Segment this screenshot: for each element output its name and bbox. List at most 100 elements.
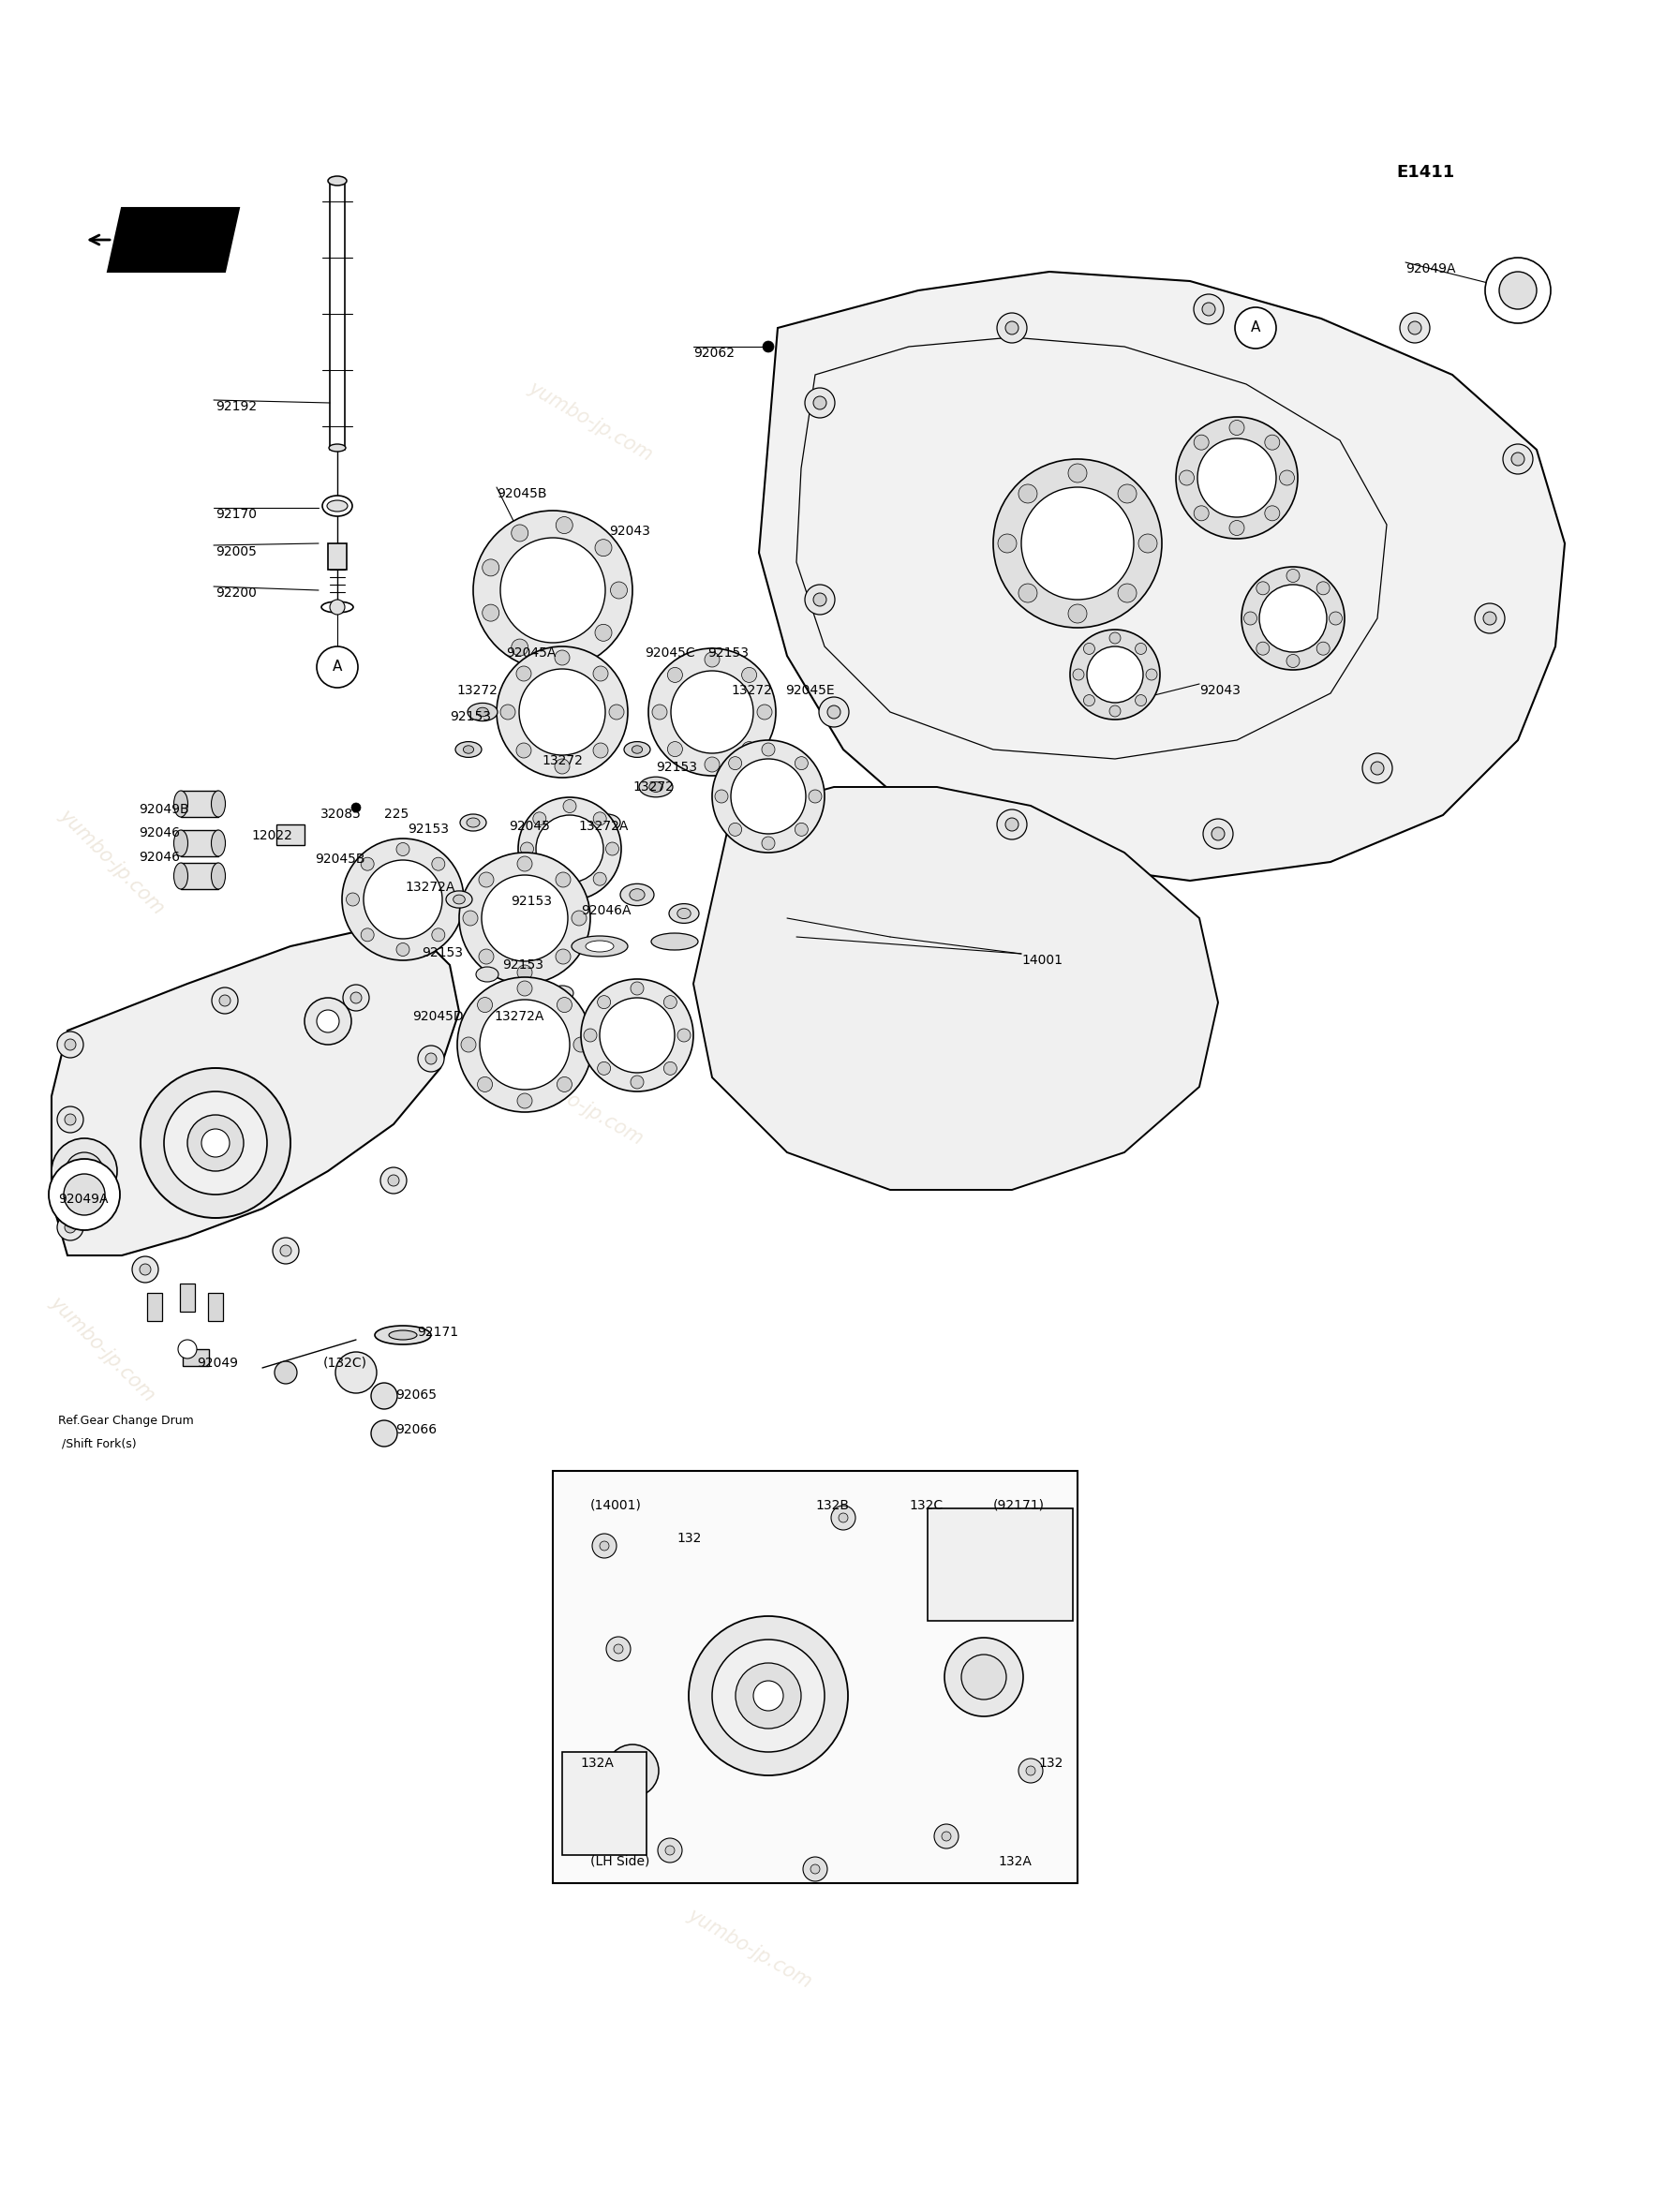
Circle shape bbox=[1230, 521, 1245, 536]
Circle shape bbox=[274, 1362, 297, 1384]
Text: 92049A: 92049A bbox=[59, 1193, 108, 1206]
Circle shape bbox=[533, 813, 546, 826]
Ellipse shape bbox=[375, 1325, 432, 1345]
Circle shape bbox=[795, 824, 808, 837]
Text: 92045: 92045 bbox=[509, 819, 549, 833]
Ellipse shape bbox=[455, 743, 482, 758]
Circle shape bbox=[516, 743, 531, 758]
Circle shape bbox=[1499, 272, 1537, 310]
Circle shape bbox=[536, 815, 603, 883]
Circle shape bbox=[1512, 453, 1524, 466]
Circle shape bbox=[474, 510, 632, 670]
Circle shape bbox=[519, 668, 605, 756]
Circle shape bbox=[371, 1419, 396, 1446]
Circle shape bbox=[1408, 321, 1421, 334]
Ellipse shape bbox=[595, 815, 620, 830]
Text: 92066: 92066 bbox=[395, 1424, 437, 1437]
Circle shape bbox=[729, 824, 743, 837]
Text: Ref.Gear Change Drum: Ref.Gear Change Drum bbox=[59, 1415, 193, 1426]
Circle shape bbox=[432, 857, 445, 870]
Circle shape bbox=[808, 789, 822, 802]
Bar bbox=[328, 543, 346, 569]
Circle shape bbox=[556, 516, 573, 534]
Ellipse shape bbox=[173, 863, 188, 890]
Circle shape bbox=[832, 1505, 855, 1529]
Circle shape bbox=[993, 459, 1163, 628]
Circle shape bbox=[1194, 294, 1223, 325]
Text: yumbo-jp.com: yumbo-jp.com bbox=[524, 378, 655, 466]
Circle shape bbox=[1117, 584, 1137, 602]
Text: 13272: 13272 bbox=[731, 683, 771, 696]
Circle shape bbox=[827, 705, 840, 718]
Circle shape bbox=[763, 341, 774, 352]
Circle shape bbox=[652, 705, 667, 721]
Circle shape bbox=[482, 604, 499, 622]
Circle shape bbox=[1504, 444, 1532, 475]
Circle shape bbox=[704, 653, 719, 668]
Text: 92200: 92200 bbox=[215, 587, 257, 600]
Circle shape bbox=[380, 1167, 407, 1193]
Ellipse shape bbox=[321, 602, 353, 613]
Circle shape bbox=[659, 1839, 682, 1863]
Circle shape bbox=[361, 929, 375, 940]
Text: yumbo-jp.com: yumbo-jp.com bbox=[684, 1905, 815, 1993]
Circle shape bbox=[583, 1028, 596, 1041]
Ellipse shape bbox=[329, 444, 346, 453]
Circle shape bbox=[1203, 819, 1233, 848]
Circle shape bbox=[810, 1865, 820, 1874]
Circle shape bbox=[979, 1531, 988, 1540]
Circle shape bbox=[1475, 604, 1505, 633]
Text: 132A: 132A bbox=[580, 1758, 613, 1771]
Ellipse shape bbox=[328, 176, 346, 185]
Circle shape bbox=[667, 668, 682, 683]
Ellipse shape bbox=[212, 863, 225, 890]
Ellipse shape bbox=[475, 967, 499, 982]
Text: 132: 132 bbox=[677, 1531, 701, 1544]
Circle shape bbox=[665, 1845, 675, 1854]
Text: 92153: 92153 bbox=[707, 646, 749, 659]
Circle shape bbox=[1194, 435, 1210, 450]
Circle shape bbox=[1018, 584, 1037, 602]
Circle shape bbox=[57, 1107, 84, 1134]
Text: 14001: 14001 bbox=[1021, 953, 1062, 967]
Circle shape bbox=[610, 705, 623, 721]
Circle shape bbox=[64, 1039, 76, 1050]
Ellipse shape bbox=[571, 936, 628, 956]
Circle shape bbox=[482, 560, 499, 576]
Ellipse shape bbox=[464, 745, 474, 754]
Circle shape bbox=[64, 1222, 76, 1233]
Circle shape bbox=[813, 395, 827, 409]
Circle shape bbox=[1265, 435, 1280, 450]
Text: (132C): (132C) bbox=[323, 1356, 368, 1369]
Circle shape bbox=[1329, 611, 1342, 624]
Ellipse shape bbox=[620, 883, 654, 905]
Circle shape bbox=[605, 1766, 613, 1775]
Text: 92046: 92046 bbox=[139, 850, 180, 863]
Circle shape bbox=[591, 1534, 617, 1558]
Circle shape bbox=[212, 986, 239, 1013]
Circle shape bbox=[664, 1061, 677, 1074]
Ellipse shape bbox=[586, 940, 613, 951]
Circle shape bbox=[563, 885, 576, 899]
Text: 13272A: 13272A bbox=[578, 819, 628, 833]
Circle shape bbox=[704, 758, 719, 771]
Circle shape bbox=[64, 1173, 104, 1215]
Circle shape bbox=[1230, 420, 1245, 435]
Circle shape bbox=[1026, 1766, 1035, 1775]
Text: 92171: 92171 bbox=[417, 1325, 459, 1338]
Circle shape bbox=[480, 1000, 570, 1090]
Circle shape bbox=[716, 789, 727, 802]
Polygon shape bbox=[108, 209, 239, 272]
Circle shape bbox=[533, 872, 546, 885]
Circle shape bbox=[558, 997, 571, 1013]
Circle shape bbox=[432, 929, 445, 940]
Circle shape bbox=[517, 964, 533, 980]
Circle shape bbox=[620, 1758, 645, 1784]
Circle shape bbox=[573, 1037, 588, 1052]
Circle shape bbox=[351, 802, 361, 813]
Circle shape bbox=[610, 582, 627, 598]
Text: 92045B: 92045B bbox=[314, 852, 365, 866]
Circle shape bbox=[1146, 668, 1158, 681]
Circle shape bbox=[418, 1046, 444, 1072]
Ellipse shape bbox=[388, 1331, 417, 1340]
